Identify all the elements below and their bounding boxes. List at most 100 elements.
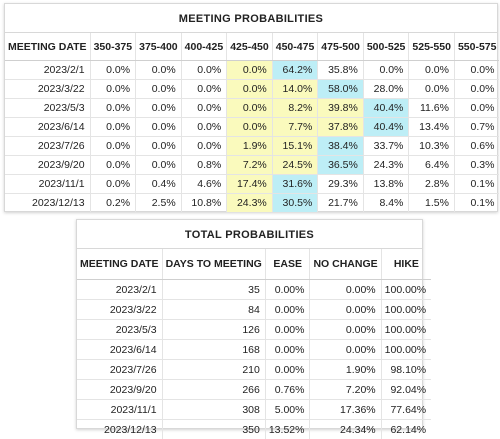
column-header: 450-475: [272, 33, 318, 61]
days-to-meeting-cell: 168: [162, 340, 265, 360]
probability-cell: 0.0%: [90, 137, 136, 156]
ease-cell: 5.00%: [265, 400, 310, 420]
no-change-cell: 0.00%: [310, 280, 381, 300]
probability-cell: 0.0%: [409, 61, 455, 80]
meeting-date-cell: 2023/2/1: [77, 280, 162, 300]
meeting-date-cell: 2023/11/1: [5, 175, 90, 194]
meeting-date-cell: 2023/12/13: [5, 194, 90, 213]
days-to-meeting-cell: 210: [162, 360, 265, 380]
probability-cell: 58.0%: [318, 80, 364, 99]
hike-cell: 100.00%: [381, 300, 431, 320]
probability-cell: 0.0%: [227, 61, 273, 80]
probability-cell: 33.7%: [363, 137, 409, 156]
probability-cell: 40.4%: [363, 99, 409, 118]
column-header: 350-375: [90, 33, 136, 61]
probability-cell: 0.0%: [454, 61, 499, 80]
probability-cell: 17.4%: [227, 175, 273, 194]
probability-cell: 0.0%: [454, 99, 499, 118]
meeting-date-cell: 2023/12/13: [77, 420, 162, 439]
probability-cell: 0.0%: [90, 118, 136, 137]
meeting-date-cell: 2023/7/26: [77, 360, 162, 380]
probability-cell: 7.7%: [272, 118, 318, 137]
probability-cell: 0.0%: [409, 80, 455, 99]
no-change-cell: 0.00%: [310, 300, 381, 320]
ease-cell: 0.00%: [265, 340, 310, 360]
probability-cell: 64.2%: [272, 61, 318, 80]
probability-cell: 10.3%: [409, 137, 455, 156]
probability-cell: 29.3%: [318, 175, 364, 194]
hike-cell: 92.04%: [381, 380, 431, 400]
probability-cell: 21.7%: [318, 194, 364, 213]
probability-cell: 39.8%: [318, 99, 364, 118]
probability-cell: 40.4%: [363, 118, 409, 137]
column-header: 550-575: [454, 33, 499, 61]
ease-cell: 13.52%: [265, 420, 310, 439]
column-header: 375-400: [136, 33, 182, 61]
probability-cell: 0.0%: [181, 61, 227, 80]
total-probabilities-title: TOTAL PROBABILITIES: [77, 220, 422, 249]
probability-cell: 0.0%: [227, 80, 273, 99]
probability-cell: 1.9%: [227, 137, 273, 156]
meeting-date-cell: 2023/2/1: [5, 61, 90, 80]
probability-cell: 28.0%: [363, 80, 409, 99]
probability-cell: 13.4%: [409, 118, 455, 137]
column-header: 500-525: [363, 33, 409, 61]
hike-cell: 62.14%: [381, 420, 431, 439]
probability-cell: 0.0%: [90, 175, 136, 194]
meeting-date-cell: 2023/7/26: [5, 137, 90, 156]
meeting-date-cell: 2023/6/14: [77, 340, 162, 360]
meeting-date-cell: 2023/3/22: [77, 300, 162, 320]
probability-cell: 0.3%: [454, 156, 499, 175]
ease-cell: 0.00%: [265, 360, 310, 380]
probability-cell: 0.0%: [136, 61, 182, 80]
no-change-cell: 24.34%: [310, 420, 381, 439]
probability-cell: 2.5%: [136, 194, 182, 213]
probability-cell: 0.0%: [136, 137, 182, 156]
column-header: DAYS TO MEETING: [162, 249, 265, 280]
probability-cell: 13.8%: [363, 175, 409, 194]
probability-cell: 0.2%: [90, 194, 136, 213]
probability-cell: 10.8%: [181, 194, 227, 213]
meeting-date-cell: 2023/6/14: [5, 118, 90, 137]
no-change-cell: 7.20%: [310, 380, 381, 400]
column-header: MEETING DATE: [5, 33, 90, 61]
meeting-date-cell: 2023/11/1: [77, 400, 162, 420]
probability-cell: 0.1%: [454, 194, 499, 213]
column-header: 400-425: [181, 33, 227, 61]
probability-cell: 0.0%: [181, 99, 227, 118]
probability-cell: 14.0%: [272, 80, 318, 99]
probability-cell: 0.0%: [181, 80, 227, 99]
probability-cell: 0.0%: [136, 99, 182, 118]
days-to-meeting-cell: 126: [162, 320, 265, 340]
column-header: EASE: [265, 249, 310, 280]
days-to-meeting-cell: 350: [162, 420, 265, 439]
no-change-cell: 0.00%: [310, 340, 381, 360]
meeting-date-cell: 2023/9/20: [5, 156, 90, 175]
probability-cell: 0.6%: [454, 137, 499, 156]
column-header: MEETING DATE: [77, 249, 162, 280]
probability-cell: 30.5%: [272, 194, 318, 213]
probability-cell: 0.0%: [90, 80, 136, 99]
probability-cell: 24.5%: [272, 156, 318, 175]
meeting-probabilities-title: MEETING PROBABILITIES: [5, 4, 497, 33]
no-change-cell: 17.36%: [310, 400, 381, 420]
probability-cell: 38.4%: [318, 137, 364, 156]
probability-cell: 0.0%: [90, 61, 136, 80]
column-header: 425-450: [227, 33, 273, 61]
days-to-meeting-cell: 308: [162, 400, 265, 420]
hike-cell: 98.10%: [381, 360, 431, 380]
probability-cell: 37.8%: [318, 118, 364, 137]
probability-cell: 0.0%: [227, 99, 273, 118]
